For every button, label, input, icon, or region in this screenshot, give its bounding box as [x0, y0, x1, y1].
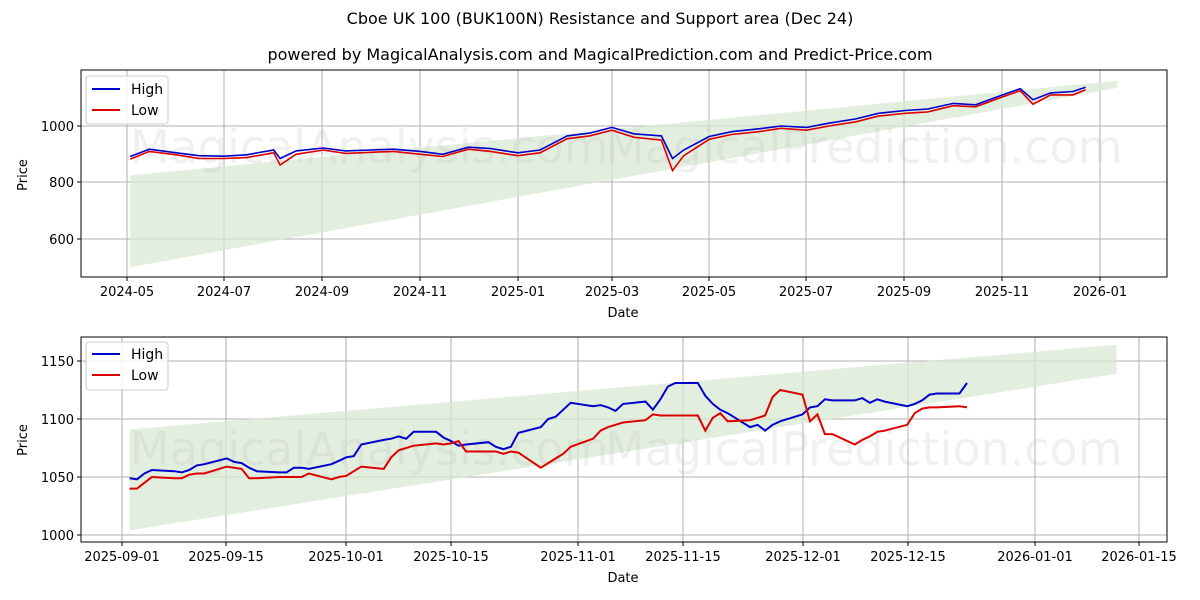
- x-tick-label: 2025-10-01: [308, 550, 384, 565]
- x-tick-label: 2024-07: [197, 285, 251, 300]
- x-tick-label: 2025-07: [779, 285, 833, 300]
- x-tick-label: 2024-11: [393, 285, 447, 300]
- top-watermarks: MagicalAnalysis.com MagicalPrediction.co…: [130, 120, 1123, 174]
- watermark-prediction-bottom: MagicalPrediction.com: [605, 422, 1123, 476]
- x-tick-label: 2025-03: [585, 285, 639, 300]
- bottom-axes-frame: [80, 336, 1168, 543]
- top-high-line: [129, 86, 1086, 160]
- legend-high-label: High: [131, 82, 163, 98]
- x-tick-label: 2025-12-01: [765, 550, 841, 565]
- y-tick-label: 1150: [41, 355, 74, 370]
- bottom-x-axis-label: Date: [607, 571, 638, 586]
- top-y-axis: 1000 800 600: [41, 120, 81, 248]
- x-tick-label: 2025-09-15: [188, 550, 264, 565]
- top-axes-frame: [80, 69, 1168, 278]
- y-tick-label: 600: [49, 233, 74, 248]
- x-tick-label: 2025-11-15: [645, 550, 721, 565]
- top-support-resistance-band: [130, 80, 1118, 268]
- y-tick-label: 1050: [41, 471, 74, 486]
- watermark-analysis: MagicalAnalysis.com: [130, 120, 609, 174]
- top-x-axis: 2024-05 2024-07 2024-09 2024-11 2025-01 2025-…: [100, 277, 1127, 300]
- x-tick-label: 2025-01: [491, 285, 545, 300]
- top-x-axis-label: Date: [607, 306, 638, 321]
- top-chart: MagicalAnalysis.com MagicalPrediction.co…: [16, 69, 1168, 321]
- x-tick-label: 2025-12-15: [870, 550, 946, 565]
- x-tick-label: 2025-05: [682, 285, 736, 300]
- top-low-line: [129, 89, 1086, 173]
- x-tick-label: 2025-11-01: [540, 550, 616, 565]
- bottom-low-line: [129, 388, 968, 490]
- y-tick-label: 1000: [41, 529, 74, 544]
- y-tick-label: 1000: [41, 120, 74, 135]
- x-tick-label: 2026-01: [1073, 285, 1127, 300]
- legend-low-label: Low: [131, 103, 159, 119]
- top-y-axis-label: Price: [16, 159, 31, 191]
- x-tick-label: 2025-10-15: [413, 550, 489, 565]
- bottom-y-axis: 1150 1100 1050 1000: [41, 355, 81, 544]
- bottom-legend: High Low: [85, 341, 169, 391]
- x-tick-label: 2025-09-01: [84, 550, 160, 565]
- bottom-y-axis-label: Price: [16, 424, 31, 456]
- legend-high-label-bottom: High: [131, 347, 163, 363]
- y-tick-label: 1100: [41, 413, 74, 428]
- chart-title: Cboe UK 100 (BUK100N) Resistance and Sup…: [346, 9, 854, 28]
- bottom-high-line: [129, 382, 968, 481]
- x-tick-label: 2024-09: [295, 285, 349, 300]
- x-tick-label: 2026-01-01: [997, 550, 1073, 565]
- legend-low-label-bottom: Low: [131, 368, 159, 384]
- x-tick-label: 2025-11: [975, 285, 1029, 300]
- bottom-chart: MagicalAnalysis.com MagicalPrediction.co…: [16, 336, 1177, 586]
- x-tick-label: 2024-05: [100, 285, 154, 300]
- y-tick-label: 800: [49, 176, 74, 191]
- x-tick-label: 2025-09: [877, 285, 931, 300]
- x-tick-label: 2026-01-15: [1101, 550, 1177, 565]
- watermark-prediction: MagicalPrediction.com: [605, 120, 1123, 174]
- bottom-watermarks: MagicalAnalysis.com MagicalPrediction.co…: [130, 422, 1123, 476]
- bottom-support-resistance-band: [129, 344, 1117, 531]
- bottom-x-axis: 2025-09-01 2025-09-15 2025-10-01 2025-10-15…: [84, 542, 1177, 565]
- top-legend: High Low: [85, 75, 169, 125]
- chart-subtitle: powered by MagicalAnalysis.com and Magic…: [267, 45, 933, 64]
